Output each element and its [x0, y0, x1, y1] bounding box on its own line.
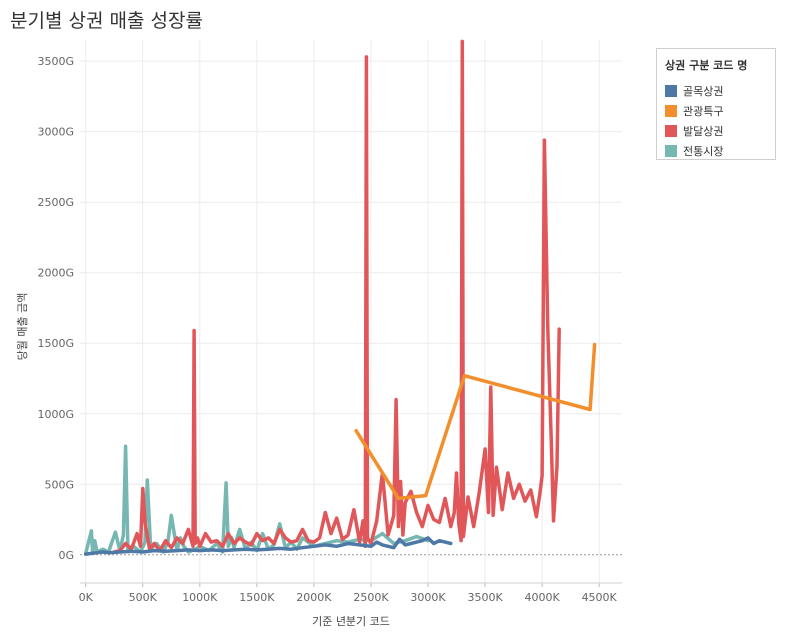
legend-swatch [665, 105, 677, 117]
chart-title: 분기별 상권 매출 성장률 [10, 10, 203, 32]
legend-title: 상권 구분 코드 명 [665, 59, 748, 72]
axes: 0G 500G 1000G 1500G 2000G 2500G 3000G 3500G 0K 50… [16, 55, 622, 628]
x-tick-label: 1000K [182, 591, 218, 604]
x-tick-label: 0K [79, 591, 94, 604]
x-tick-label: 2000K [296, 591, 332, 604]
series-line-관광특구 [354, 342, 597, 501]
legend-label: 관광특구 [683, 105, 724, 118]
y-tick-label: 3000G [37, 126, 74, 139]
legend-swatch [665, 85, 677, 97]
y-tick-label: 2500G [37, 196, 74, 209]
x-tick-label: 3500K [467, 591, 503, 604]
legend-label: 골목상권 [683, 85, 724, 98]
y-tick-label: 500G [44, 478, 74, 491]
x-tick-label: 4000K [525, 591, 561, 604]
y-tick-label: 1500G [37, 337, 74, 350]
legend-item: 골목상권 [665, 81, 767, 101]
series-group [83, 39, 597, 556]
legend-item: 전통시장 [665, 141, 767, 161]
y-tick-label: 1000G [37, 408, 74, 421]
legend-label: 전통시장 [683, 145, 724, 158]
x-tick-label: 500K [129, 591, 158, 604]
y-tick-label: 0G [58, 549, 74, 562]
x-axis-label: 기준 년분기 코드 [312, 615, 390, 628]
y-axis-label: 당월 매출 금액 [16, 293, 29, 361]
x-tick-label: 3000K [410, 591, 446, 604]
grid [80, 40, 622, 583]
legend-swatch [665, 125, 677, 137]
legend-item: 관광특구 [665, 101, 767, 121]
legend-item: 발달상권 [665, 121, 767, 141]
x-tick-label: 4500K [582, 591, 618, 604]
x-tick-label: 1500K [239, 591, 275, 604]
legend-swatch [665, 145, 677, 157]
series-line-발달상권 [112, 39, 561, 554]
legend-label: 발달상권 [683, 125, 724, 138]
x-tick-label: 2500K [353, 591, 389, 604]
y-tick-label: 3500G [37, 55, 74, 68]
y-tick-label: 2000G [37, 267, 74, 280]
series-line-골목상권 [83, 536, 453, 556]
